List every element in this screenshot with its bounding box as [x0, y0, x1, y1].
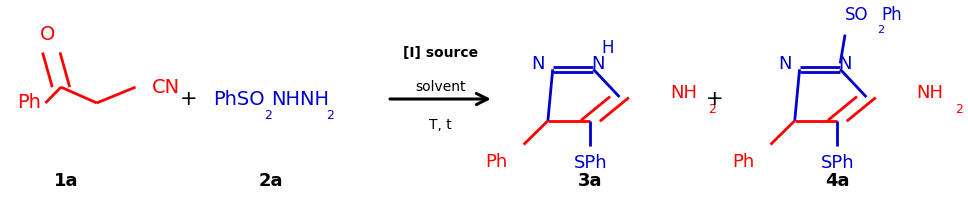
Text: +: + — [706, 89, 723, 109]
Text: solvent: solvent — [415, 80, 466, 94]
Text: SPh: SPh — [821, 154, 854, 172]
Text: NH: NH — [917, 84, 944, 102]
Text: T, t: T, t — [429, 118, 452, 132]
Text: [I] source: [I] source — [403, 47, 478, 60]
Text: N: N — [838, 55, 852, 73]
Text: Ph: Ph — [733, 153, 754, 171]
Text: 4a: 4a — [825, 172, 850, 190]
Text: SO: SO — [845, 6, 868, 24]
Text: NH: NH — [670, 84, 697, 102]
Text: PhSO: PhSO — [213, 89, 264, 109]
Text: Ph: Ph — [882, 6, 902, 24]
Text: N: N — [531, 55, 545, 73]
Text: SPh: SPh — [574, 154, 607, 172]
Text: 2: 2 — [877, 25, 884, 35]
Text: N: N — [778, 55, 792, 73]
Text: NHNH: NHNH — [271, 89, 329, 109]
Text: N: N — [591, 55, 605, 73]
Text: 2: 2 — [264, 109, 272, 122]
Text: 2: 2 — [326, 109, 334, 122]
Text: H: H — [602, 39, 614, 56]
Text: 2a: 2a — [258, 172, 284, 190]
Text: Ph: Ph — [486, 153, 507, 171]
Text: O: O — [40, 25, 55, 44]
Text: CN: CN — [152, 78, 180, 97]
Text: 1a: 1a — [53, 172, 78, 190]
Text: 2: 2 — [709, 103, 716, 116]
Text: +: + — [180, 89, 197, 109]
Text: Ph: Ph — [17, 93, 42, 112]
Text: 2: 2 — [955, 103, 963, 116]
Text: 3a: 3a — [578, 172, 603, 190]
